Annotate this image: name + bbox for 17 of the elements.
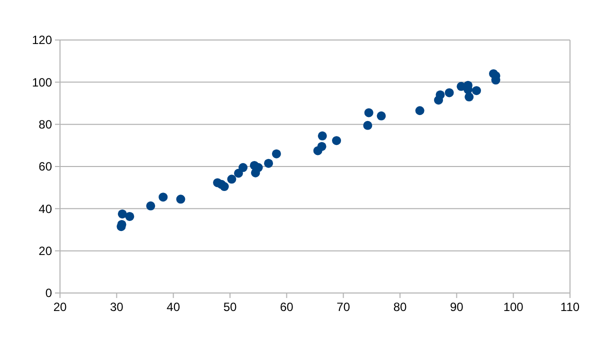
x-tick-label: 90 [450,300,464,314]
y-tick-label: 60 [38,160,52,174]
x-tick-label: 20 [53,300,67,314]
x-tick-label: 60 [280,300,294,314]
y-tick-label: 20 [38,244,52,258]
x-tick-label: 80 [393,300,407,314]
y-tick-label: 100 [32,75,52,90]
y-tick-label: 120 [32,33,52,48]
x-tick-label: 100 [503,300,524,314]
x-tick-label: 40 [166,300,180,314]
y-tick-label: 0 [45,286,52,300]
x-tick-label: 110 [560,300,580,314]
y-tick-label: 80 [38,118,52,132]
x-tick-label: 70 [336,300,350,314]
y-tick-label: 40 [38,202,52,216]
x-tick-label: 30 [110,300,124,314]
x-tick-label: 50 [223,300,237,314]
